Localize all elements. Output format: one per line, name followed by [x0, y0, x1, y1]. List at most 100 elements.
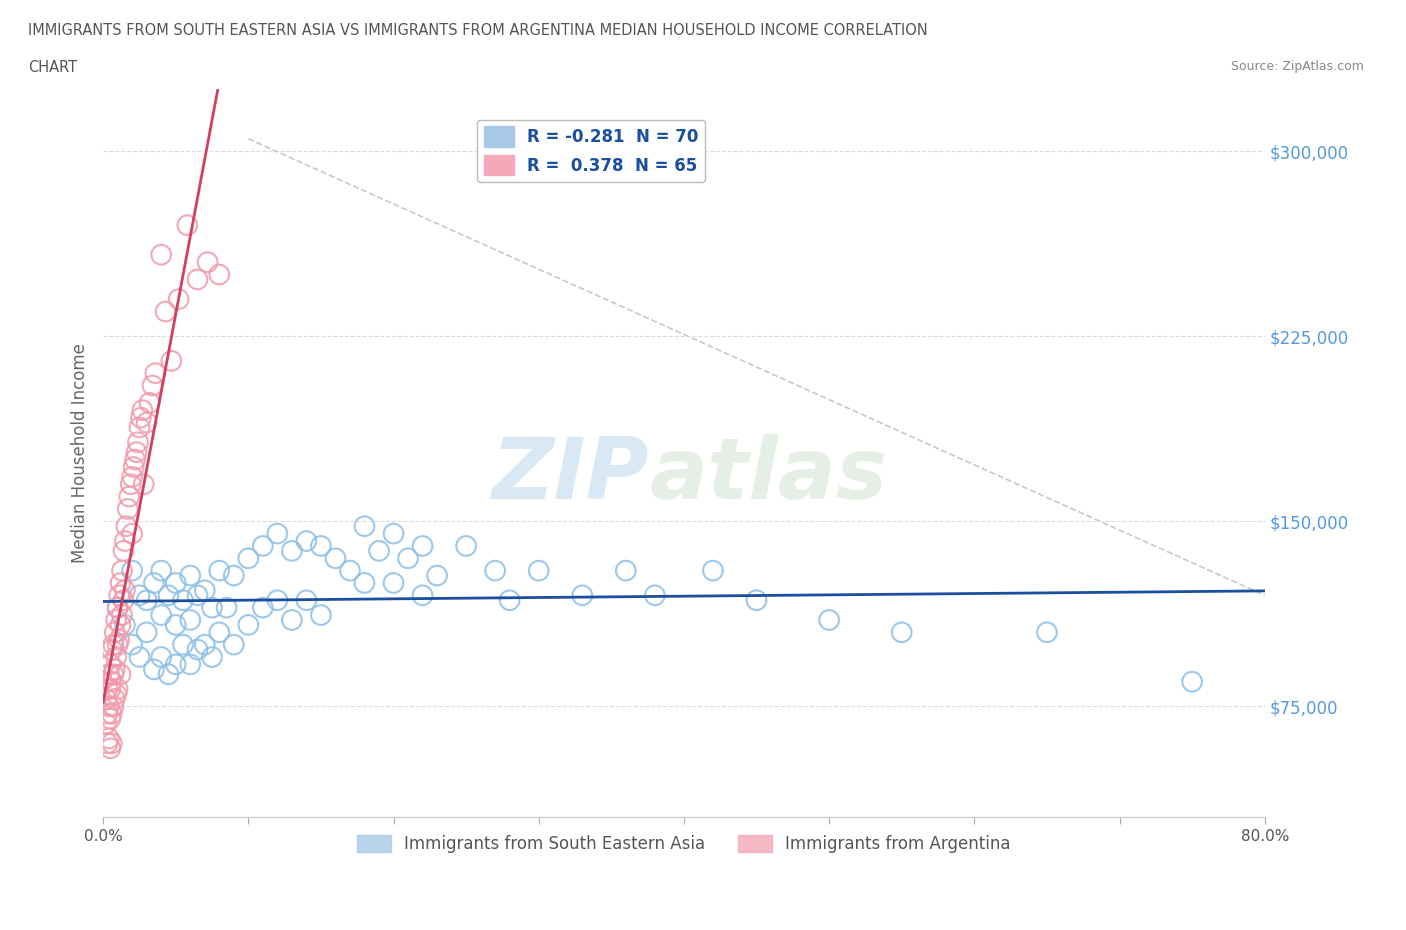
Point [484, 564, 506, 578]
Point [117, 501, 139, 516]
Point [179, 613, 201, 628]
Point [101, 674, 124, 689]
Point [135, 625, 157, 640]
Point [150, 649, 173, 664]
Point [115, 519, 138, 534]
Point [222, 568, 245, 583]
Point [111, 564, 134, 578]
Point [101, 736, 124, 751]
Point [112, 543, 135, 558]
Point [150, 607, 173, 622]
Point [172, 592, 194, 607]
Point [100, 711, 122, 726]
Point [100, 682, 122, 697]
Point [160, 353, 183, 368]
Point [215, 600, 238, 615]
Point [103, 667, 125, 682]
Point [96, 682, 118, 697]
Point [157, 588, 180, 603]
Point [456, 538, 478, 553]
Point [325, 551, 347, 565]
Point [121, 564, 143, 578]
Point [186, 642, 208, 657]
Point [97, 667, 120, 682]
Point [127, 435, 149, 450]
Point [614, 564, 637, 578]
Point [309, 607, 332, 622]
Text: IMMIGRANTS FROM SOUTH EASTERN ASIA VS IMMIGRANTS FROM ARGENTINA MEDIAN HOUSEHOLD: IMMIGRANTS FROM SOUTH EASTERN ASIA VS IM… [28, 23, 928, 38]
Point [114, 583, 136, 598]
Point [172, 637, 194, 652]
Text: ZIP: ZIP [492, 433, 650, 517]
Point [167, 292, 190, 307]
Point [412, 588, 434, 603]
Point [644, 588, 666, 603]
Point [238, 551, 260, 565]
Point [295, 592, 318, 607]
Point [142, 662, 165, 677]
Point [103, 699, 125, 714]
Point [281, 613, 304, 628]
Point [252, 600, 274, 615]
Point [97, 731, 120, 746]
Point [105, 649, 128, 664]
Point [150, 564, 173, 578]
Point [339, 564, 361, 578]
Point [702, 564, 724, 578]
Point [179, 657, 201, 671]
Point [571, 588, 593, 603]
Point [135, 592, 157, 607]
Point [128, 420, 150, 435]
Point [186, 588, 208, 603]
Point [353, 576, 375, 591]
Point [745, 592, 768, 607]
Point [114, 534, 136, 549]
Point [94, 692, 117, 707]
Point [208, 625, 231, 640]
Point [208, 564, 231, 578]
Point [107, 600, 129, 615]
Point [122, 459, 145, 474]
Text: atlas: atlas [650, 433, 887, 517]
Point [176, 218, 198, 232]
Point [101, 642, 124, 657]
Point [96, 736, 118, 751]
Point [128, 588, 150, 603]
Point [1181, 674, 1204, 689]
Point [396, 551, 419, 565]
Point [1036, 625, 1059, 640]
Point [266, 526, 288, 541]
Point [179, 568, 201, 583]
Point [108, 632, 131, 647]
Point [499, 592, 522, 607]
Point [104, 662, 127, 677]
Point [107, 682, 129, 697]
Point [165, 576, 187, 591]
Point [104, 692, 127, 707]
Point [96, 706, 118, 721]
Point [266, 592, 288, 607]
Point [125, 445, 148, 459]
Point [194, 583, 217, 598]
Point [118, 489, 141, 504]
Point [281, 543, 304, 558]
Point [238, 618, 260, 632]
Point [194, 637, 217, 652]
Point [105, 686, 128, 701]
Point [97, 699, 120, 714]
Point [105, 613, 128, 628]
Point [818, 613, 841, 628]
Point [165, 618, 187, 632]
Point [121, 637, 143, 652]
Point [129, 410, 152, 425]
Point [201, 600, 224, 615]
Point [124, 452, 146, 467]
Point [382, 576, 405, 591]
Point [101, 706, 124, 721]
Point [108, 588, 131, 603]
Text: Source: ZipAtlas.com: Source: ZipAtlas.com [1230, 60, 1364, 73]
Point [121, 526, 143, 541]
Point [197, 255, 219, 270]
Y-axis label: Median Household Income: Median Household Income [72, 343, 89, 564]
Point [368, 543, 391, 558]
